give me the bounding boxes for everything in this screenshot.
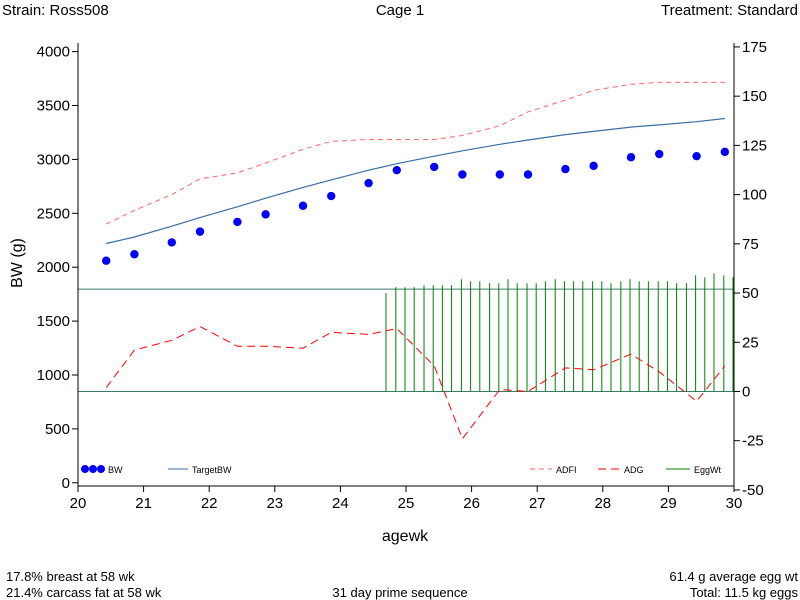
legend-label: EggWt bbox=[694, 465, 722, 475]
legend-marker-bw bbox=[81, 465, 89, 473]
x-tick-label: 27 bbox=[529, 495, 546, 512]
legend-label: ADG bbox=[624, 465, 644, 475]
y-tick-label: 2000 bbox=[37, 259, 70, 276]
legend: BW TargetBW ADFI ADG EggWt bbox=[81, 465, 722, 475]
y-tick-label: 500 bbox=[45, 421, 70, 438]
y-tick-label: 1500 bbox=[37, 313, 70, 330]
x-tick-label: 22 bbox=[201, 495, 218, 512]
bw-point bbox=[167, 238, 177, 247]
y-tick-label: 0 bbox=[62, 475, 70, 492]
y2-tick-label: 100 bbox=[742, 187, 767, 204]
bw-point bbox=[692, 151, 701, 161]
eggwt-needles bbox=[385, 273, 734, 392]
x-tick-label: 21 bbox=[135, 495, 152, 512]
x-tick-label: 24 bbox=[332, 495, 349, 512]
y-tick-label: 1000 bbox=[37, 367, 70, 384]
tick-labels: 20 21 22 23 24 25 26 27 28 29 30050010001500200025… bbox=[37, 39, 767, 512]
bw-point bbox=[458, 170, 467, 179]
bw-point bbox=[233, 217, 242, 227]
bw-point bbox=[430, 162, 439, 172]
bw-point bbox=[392, 165, 402, 175]
cage-label: Cage 1 bbox=[375, 2, 425, 19]
x-tick-label: 28 bbox=[594, 495, 611, 512]
x-tick-label: 25 bbox=[398, 495, 415, 512]
legend-marker-bw bbox=[89, 465, 97, 473]
treatment-label: Treatment: Standard bbox=[660, 2, 798, 19]
y2-tick-label: 0 bbox=[742, 383, 750, 400]
axes bbox=[72, 43, 740, 492]
y2-tick-label: 50 bbox=[742, 285, 759, 302]
y-tick-label: 2500 bbox=[37, 205, 70, 222]
bw-point bbox=[626, 153, 636, 162]
bw-point bbox=[261, 210, 270, 219]
average-egg-weight: 61.4 g average egg wt bbox=[669, 569, 798, 584]
prime-sequence-note: 31 day prime sequence bbox=[332, 585, 468, 600]
y2-tick-label: -50 bbox=[742, 482, 764, 499]
y2-tick-label: 125 bbox=[742, 137, 767, 154]
y-tick-label: 3500 bbox=[37, 98, 70, 115]
y2-tick-label: 75 bbox=[742, 236, 759, 253]
bw-point bbox=[495, 170, 505, 179]
bw-point bbox=[364, 178, 373, 188]
x-tick-label: 26 bbox=[463, 495, 480, 512]
bw-point bbox=[102, 256, 111, 265]
bw-point bbox=[523, 170, 533, 179]
adfi-line bbox=[105, 81, 725, 225]
bw-point bbox=[720, 147, 730, 157]
bw-points bbox=[102, 147, 730, 265]
legend-label: BW bbox=[108, 465, 123, 475]
x-axis-label: agewk bbox=[382, 528, 429, 545]
bw-point bbox=[655, 149, 664, 159]
bw-point bbox=[561, 164, 570, 174]
targetbw-line bbox=[106, 117, 725, 245]
total-eggs: Total: 11.5 kg eggs bbox=[689, 585, 798, 600]
x-tick-label: 29 bbox=[660, 495, 677, 512]
strain-label: Strain: Ross508 bbox=[2, 2, 109, 19]
y2-tick-label: 150 bbox=[742, 88, 767, 105]
bw-point bbox=[298, 201, 308, 210]
adg-line bbox=[105, 325, 726, 440]
x-tick-label: 23 bbox=[266, 495, 283, 512]
legend-label: TargetBW bbox=[192, 465, 232, 475]
carcass-fat-note: 21.4% carcass fat at 58 wk bbox=[6, 585, 162, 600]
reference-lines bbox=[78, 288, 734, 392]
bw-point bbox=[589, 161, 598, 171]
y-tick-label: 4000 bbox=[37, 44, 70, 61]
legend-marker-bw bbox=[97, 465, 105, 473]
x-tick-label: 20 bbox=[70, 495, 87, 512]
bw-point bbox=[130, 250, 139, 259]
y2-tick-label: -25 bbox=[742, 433, 764, 450]
legend-label: ADFI bbox=[556, 465, 577, 475]
breast-note: 17.8% breast at 58 wk bbox=[6, 569, 135, 584]
y-tick-label: 3000 bbox=[37, 151, 70, 168]
y-axis-label: BW (g) bbox=[9, 238, 26, 288]
x-tick-label: 30 bbox=[726, 495, 743, 512]
y2-tick-label: 175 bbox=[742, 39, 767, 56]
bw-point bbox=[195, 227, 205, 236]
bw-point bbox=[327, 191, 336, 201]
y2-tick-label: 25 bbox=[742, 334, 759, 351]
